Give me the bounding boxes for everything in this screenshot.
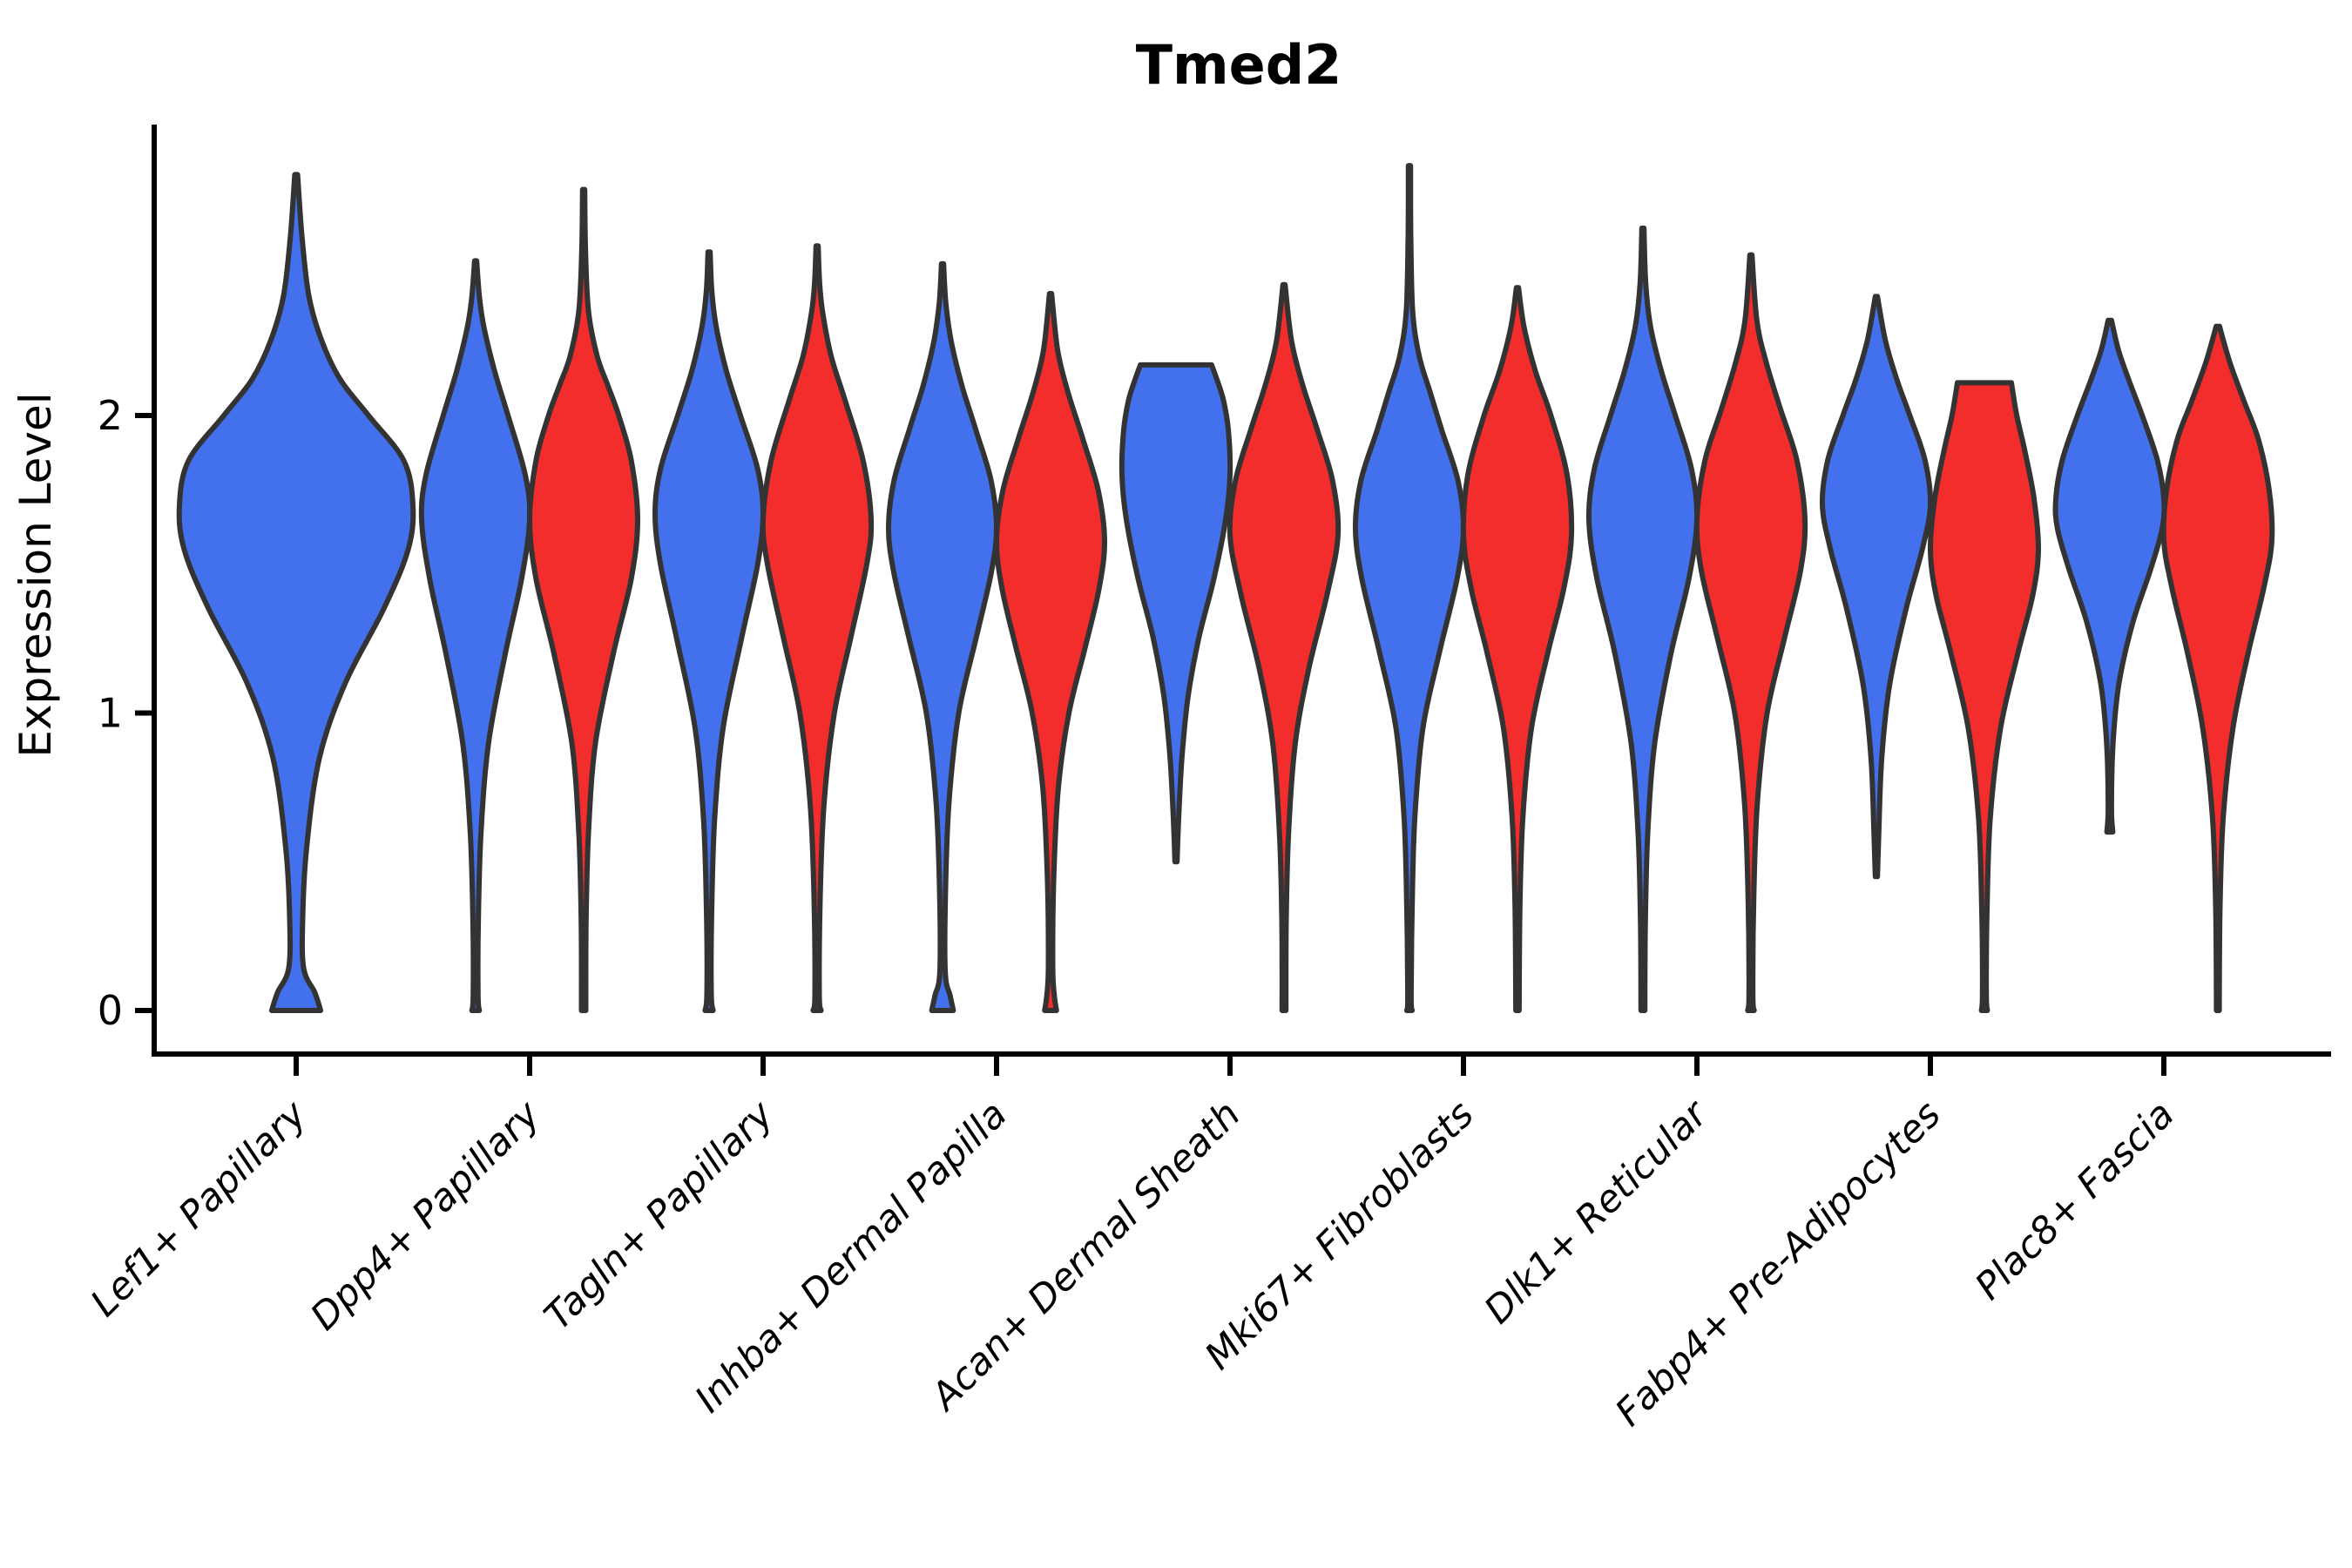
violin-fabp4-blue [1819, 294, 1934, 880]
violin-plac8-blue [2052, 317, 2167, 835]
y-tick-label: 1 [98, 690, 123, 737]
violins-layer [176, 163, 2275, 1013]
violin-dlk1-red [1693, 252, 1808, 1013]
x-category-label: Mki67+ Fibroblasts [1197, 1092, 1483, 1378]
violin-acan-red [1227, 281, 1342, 1013]
x-category-label: Dpp4+ Papillary [302, 1092, 549, 1339]
x-category-label: Plac8+ Fascia [1967, 1092, 2183, 1308]
violin-fabp4-red [1927, 380, 2042, 1013]
y-ticks-layer: 0 1 2 [98, 392, 154, 1034]
violin-tagln-blue [652, 249, 766, 1013]
violin-inhba-red [993, 291, 1108, 1013]
violin-lef1-blue [176, 172, 416, 1013]
violin-dpp4-blue [418, 258, 533, 1013]
y-axis-label: Expression Level [10, 392, 61, 757]
violin-dlk1-blue [1585, 225, 1700, 1013]
x-category-label: Dlk1+ Reticular [1477, 1092, 1718, 1333]
violin-acan-blue [1119, 362, 1233, 865]
chart-title: Tmed2 [1136, 33, 1342, 97]
violin-mki67-red [1460, 285, 1575, 1013]
y-tick-label: 2 [98, 392, 123, 439]
violin-plac8-red [2160, 323, 2275, 1013]
y-tick-label: 0 [98, 987, 123, 1034]
x-category-label: Tagln+ Papillary [537, 1092, 783, 1339]
violin-inhba-blue [886, 260, 999, 1013]
violin-tagln-red [760, 243, 875, 1013]
violin-dpp4-red [527, 186, 640, 1013]
x-category-label: Lef1+ Papillary [83, 1092, 315, 1325]
violin-mki67-blue [1352, 163, 1467, 1013]
